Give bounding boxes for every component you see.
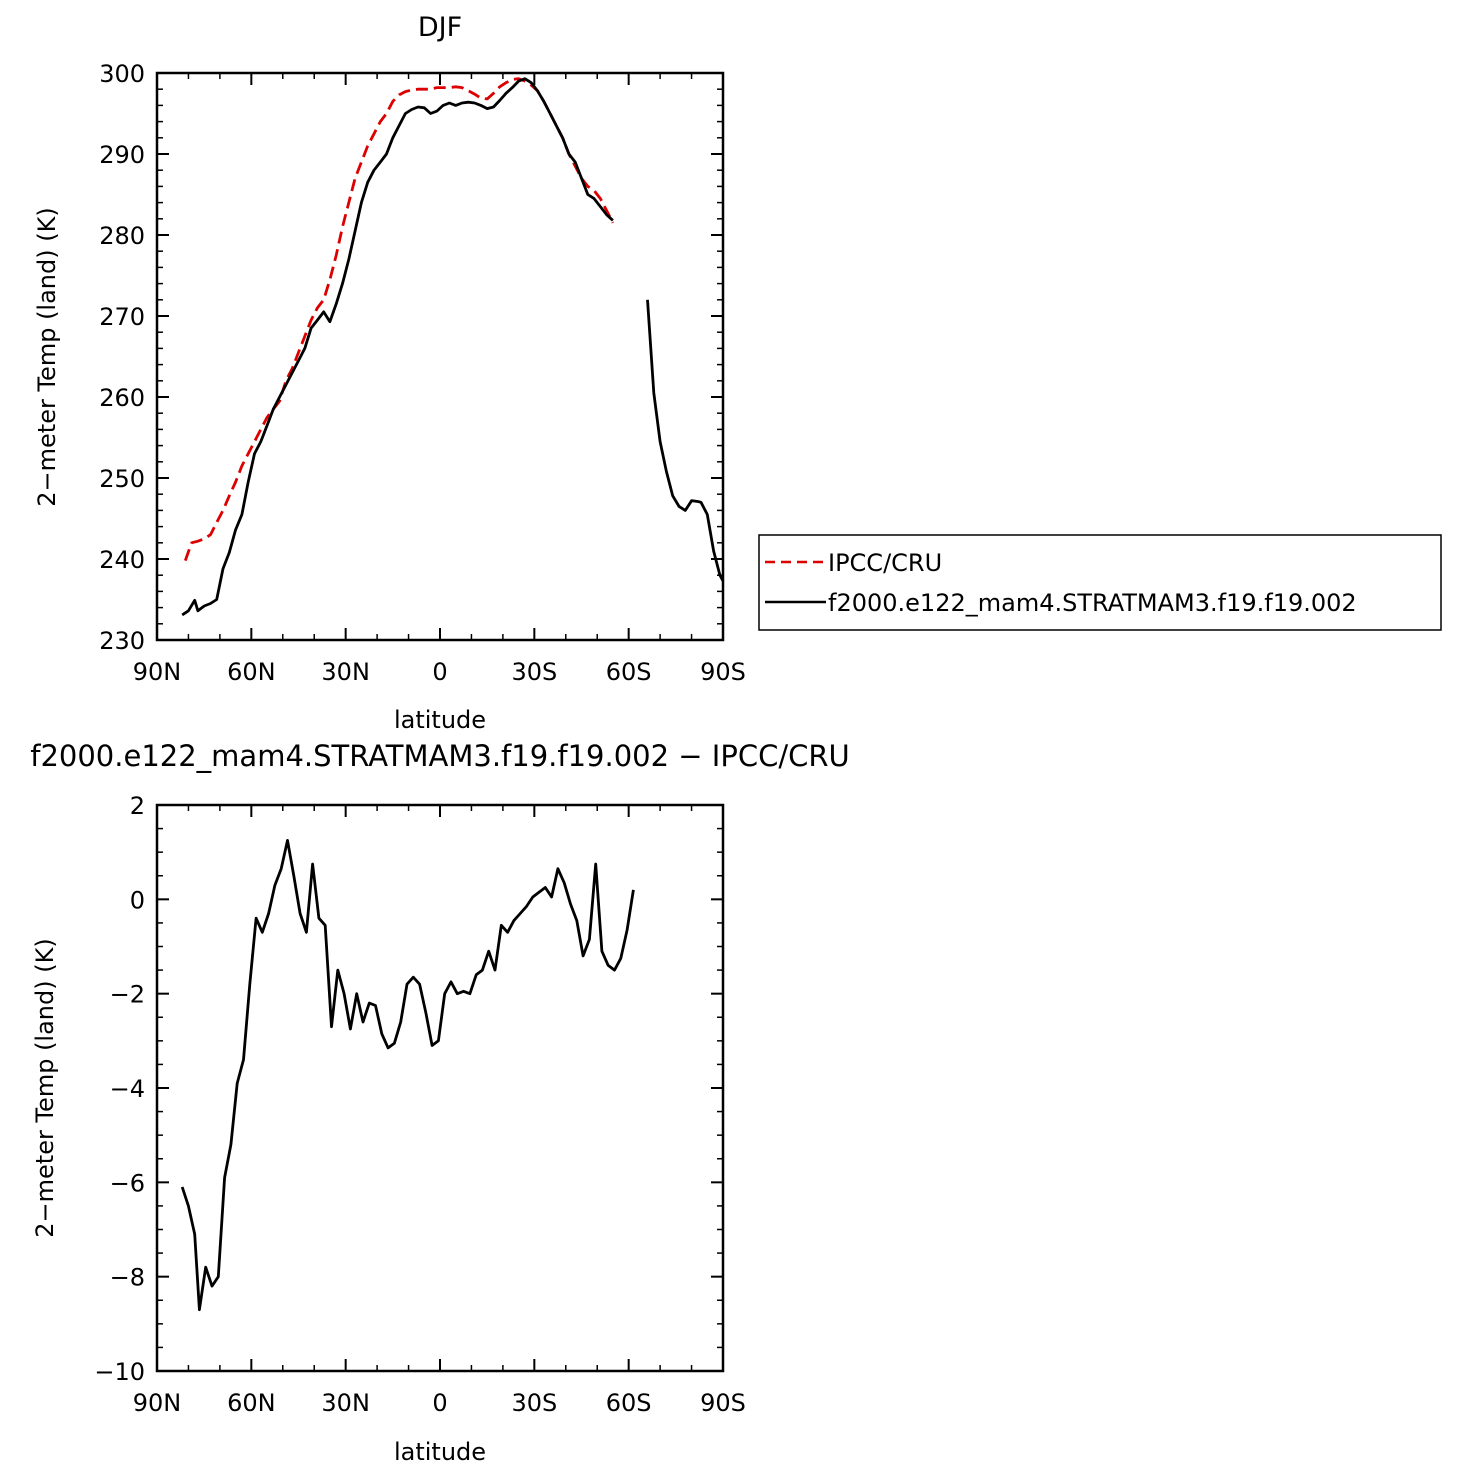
bottom-x-tick-label: 90N: [133, 1389, 182, 1417]
bottom-x-tick-label: 90S: [700, 1389, 746, 1417]
bottom-series-lines: [180, 839, 635, 1312]
top-y-tick-label: 230: [99, 627, 145, 655]
legend: IPCC/CRU f2000.e122_mam4.STRATMAM3.f19.f…: [758, 534, 1442, 631]
top-x-axis-label: latitude: [394, 706, 486, 734]
top-plot-frame: [155, 71, 725, 642]
bottom-y-tick-label: 0: [130, 886, 145, 914]
bottom-x-tick-label: 30S: [511, 1389, 557, 1417]
bottom-series-line-0: [180, 839, 635, 1312]
top-chart-title: DJF: [418, 12, 462, 43]
top-series-line-0: [183, 77, 615, 562]
top-x-tick-label: 60S: [606, 658, 652, 686]
top-y-tick-label: 250: [99, 465, 145, 493]
top-y-axis-label: 2−meter Temp (land) (K): [33, 207, 61, 506]
top-y-tick-label: 300: [99, 60, 145, 88]
bottom-x-tick-label: 60N: [227, 1389, 276, 1417]
top-y-tick-label: 260: [99, 384, 145, 412]
top-x-tick-label: 30S: [511, 658, 557, 686]
bottom-y-tick-label: −8: [110, 1264, 145, 1292]
bottom-ticks: 90N 60N 30N 0 30S 60S 90S −10 −8 −6 −4 −2 0 2: [94, 792, 746, 1417]
top-x-tick-label: 0: [432, 658, 447, 686]
top-panel: DJF 90N 60N 30N 0 30S 60S 90S 230 240 250 260 270 28…: [33, 12, 746, 734]
bottom-y-axis-label: 2−meter Temp (land) (K): [31, 938, 59, 1237]
legend-label-ipcc: IPCC/CRU: [828, 549, 942, 577]
bottom-panel: f2000.e122_mam4.STRATMAM3.f19.f19.002 − …: [30, 739, 850, 1466]
top-ticks: 90N 60N 30N 0 30S 60S 90S 230 240 250 260 270 280 290…: [99, 60, 746, 686]
top-series-lines: [181, 77, 725, 617]
bottom-y-tick-label: −2: [110, 981, 145, 1009]
legend-box: [758, 534, 1442, 631]
bottom-x-axis-label: latitude: [394, 1438, 486, 1466]
top-x-tick-label: 30N: [321, 658, 370, 686]
bottom-x-tick-label: 60S: [606, 1389, 652, 1417]
legend-label-model: f2000.e122_mam4.STRATMAM3.f19.f19.002: [828, 589, 1357, 617]
top-y-tick-label: 240: [99, 546, 145, 574]
top-y-tick-label: 270: [99, 303, 145, 331]
bottom-plot-frame: [155, 803, 725, 1373]
top-series-line-1: [181, 77, 725, 617]
top-y-tick-label: 290: [99, 141, 145, 169]
bottom-y-tick-label: −6: [110, 1169, 145, 1197]
bottom-chart-title: f2000.e122_mam4.STRATMAM3.f19.f19.002 − …: [30, 739, 850, 773]
bottom-x-tick-label: 30N: [321, 1389, 370, 1417]
bottom-y-tick-label: 2: [130, 792, 145, 820]
bottom-y-tick-label: −4: [110, 1075, 145, 1103]
bottom-x-tick-label: 0: [432, 1389, 447, 1417]
top-x-tick-label: 90N: [133, 658, 182, 686]
top-y-tick-label: 280: [99, 222, 145, 250]
top-x-tick-label: 90S: [700, 658, 746, 686]
bottom-y-tick-label: −10: [94, 1358, 145, 1386]
top-x-tick-label: 60N: [227, 658, 276, 686]
